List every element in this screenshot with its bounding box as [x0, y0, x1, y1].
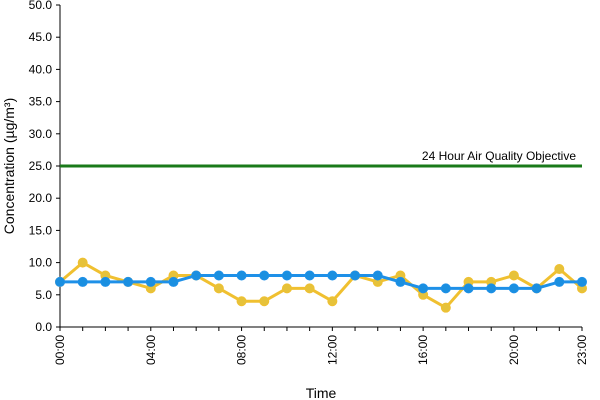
x-tick-label: 04:00 [144, 335, 158, 365]
x-tick-label: 12:00 [325, 335, 339, 365]
data-point [259, 296, 270, 307]
y-tick-label: 15.0 [29, 223, 53, 237]
y-axis-title: Concentration (µg/m³) [1, 98, 17, 234]
data-point [100, 276, 111, 287]
data-point [327, 270, 338, 281]
data-point [508, 270, 519, 281]
data-point [236, 270, 247, 281]
series-line [59, 261, 583, 310]
y-tick-label: 45.0 [29, 30, 53, 44]
data-point [350, 270, 361, 281]
data-point [77, 276, 88, 287]
data-point [372, 270, 383, 281]
x-axis-title: Time [306, 385, 337, 400]
data-point [440, 283, 451, 294]
air-quality-objective-label: 24 Hour Air Quality Objective [422, 149, 576, 163]
data-point [281, 270, 292, 281]
y-tick-label: 30.0 [29, 127, 53, 141]
data-point [168, 276, 179, 287]
data-point [327, 296, 338, 307]
data-point [213, 283, 224, 294]
series-layer [55, 257, 587, 313]
x-tick-label: 08:00 [235, 335, 249, 365]
x-tick-label: 00:00 [53, 335, 67, 365]
y-tick-label: 25.0 [29, 159, 53, 173]
y-axis-ticks: 0.0 5.0 10.0 15.0 20.0 25.0 30.0 35.0 40.0 45.0 50… [29, 0, 60, 334]
data-point [191, 270, 202, 281]
data-point [486, 283, 497, 294]
data-point [77, 257, 88, 268]
data-point [395, 276, 406, 287]
y-tick-label: 0.0 [35, 320, 52, 334]
data-point [463, 283, 474, 294]
series-2 [55, 270, 587, 294]
y-tick-label: 5.0 [35, 288, 52, 302]
data-point [213, 270, 224, 281]
data-point [508, 283, 519, 294]
data-point [145, 276, 156, 287]
data-point [554, 264, 565, 275]
y-tick-label: 35.0 [29, 95, 53, 109]
data-point [304, 270, 315, 281]
series-1 [55, 257, 587, 313]
reference-line-group: 24 Hour Air Quality Objective [60, 149, 582, 168]
data-point [236, 296, 247, 307]
data-point [440, 302, 451, 313]
data-point [577, 276, 587, 287]
data-point [418, 283, 429, 294]
y-tick-label: 40.0 [29, 62, 53, 76]
data-point [304, 283, 315, 294]
y-tick-label: 20.0 [29, 191, 53, 205]
x-tick-label: 23:00 [575, 335, 589, 365]
data-point [531, 283, 542, 294]
data-point [55, 276, 65, 287]
y-tick-label: 50.0 [29, 0, 53, 12]
x-tick-label: 20:00 [507, 335, 521, 365]
y-tick-label: 10.0 [29, 256, 53, 270]
x-tick-label: 16:00 [416, 335, 430, 365]
data-point [259, 270, 270, 281]
data-point [554, 276, 565, 287]
x-axis-ticks: 00:00 04:00 08:00 12:00 16:00 20:00 23:00 [53, 327, 589, 365]
data-point [281, 283, 292, 294]
data-point [123, 276, 134, 287]
